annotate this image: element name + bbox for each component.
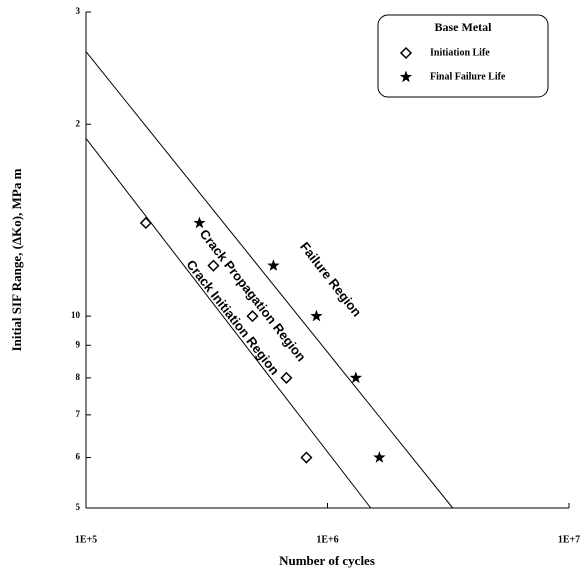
diamond-marker: [300, 451, 313, 464]
star-marker: [373, 451, 386, 463]
star-marker: [399, 70, 413, 83]
y-tick-label: 6: [76, 452, 81, 462]
x-axis-label: Number of cycles: [279, 553, 375, 568]
star-marker: [310, 309, 323, 322]
x-tick-label: 1E+5: [75, 534, 97, 545]
legend-title: Base Metal: [435, 20, 493, 34]
boundary-line: [85, 51, 454, 509]
x-tick-label: 1E+6: [316, 534, 338, 545]
diamond-marker: [139, 216, 152, 230]
y-tick-label: 5: [76, 502, 81, 512]
star-marker: [193, 216, 206, 229]
x-tick-label: 1E+7: [558, 534, 580, 545]
diamond-marker: [280, 371, 293, 384]
diamond-marker: [207, 259, 220, 272]
legend-label: Initiation Life: [430, 47, 490, 58]
y-tick-label: 7: [76, 409, 81, 419]
diamond-marker: [246, 310, 259, 323]
star-marker: [349, 371, 362, 384]
legend-label: Final Failure Life: [430, 71, 506, 82]
y-tick-label: 2: [76, 118, 81, 128]
boundary-line: [85, 138, 372, 509]
y-tick-label: 8: [76, 372, 81, 382]
y-axis-label: Initial SIF Range, (ΔKo), MPa m: [9, 168, 24, 351]
y-tick-label: 10: [71, 310, 81, 320]
legend-box: [377, 14, 549, 98]
star-marker: [267, 259, 280, 271]
diamond-marker: [399, 46, 413, 60]
y-tick-label: 9: [76, 339, 81, 349]
region-label: Failure Region: [297, 239, 364, 319]
y-tick-label: 3: [76, 6, 81, 16]
